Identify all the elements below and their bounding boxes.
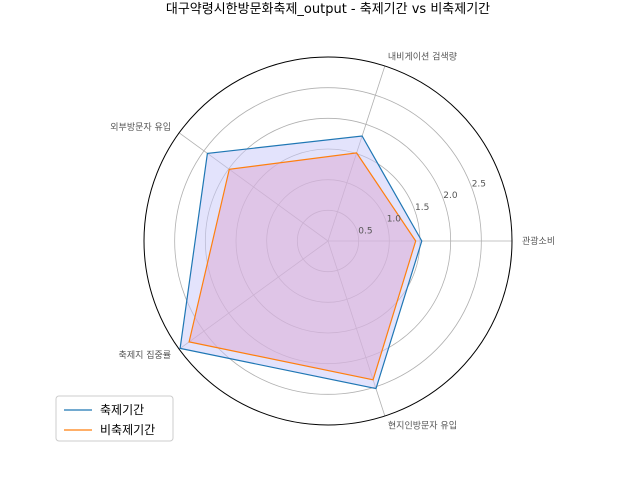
series-fill-1 bbox=[189, 152, 416, 380]
radial-tick-label: 2.5 bbox=[472, 179, 486, 189]
radial-tick-label: 0.5 bbox=[358, 226, 372, 236]
axis-label: 내비게이션 검색량 bbox=[388, 51, 457, 63]
radar-frame bbox=[143, 56, 513, 426]
legend-label-non-festival: 비축제기간 bbox=[100, 423, 155, 437]
chart-title: 대구약령시한방문화축제_output - 축제기간 vs 비축제기간 bbox=[166, 2, 490, 17]
legend-label-festival: 축제기간 bbox=[100, 403, 144, 417]
axis-label: 외부방문자 유입 bbox=[110, 121, 171, 133]
series-line-1 bbox=[188, 152, 417, 381]
axis-label: 현지인방문자 유입 bbox=[388, 420, 457, 432]
radial-tick-label: 1.5 bbox=[415, 203, 429, 213]
radar-series bbox=[179, 135, 423, 390]
series-line-0 bbox=[179, 135, 423, 390]
axis-label: 축제지 집중률 bbox=[119, 349, 172, 361]
axis-label: 관광소비 bbox=[522, 235, 555, 247]
radial-tick-label: 2.0 bbox=[443, 191, 458, 201]
legend: 축제기간 비축제기간 bbox=[55, 395, 174, 442]
radar-radial-ticks: 0.5 1.0 1.5 2.0 2.5 bbox=[358, 179, 486, 236]
radial-tick-label: 1.0 bbox=[387, 215, 402, 225]
